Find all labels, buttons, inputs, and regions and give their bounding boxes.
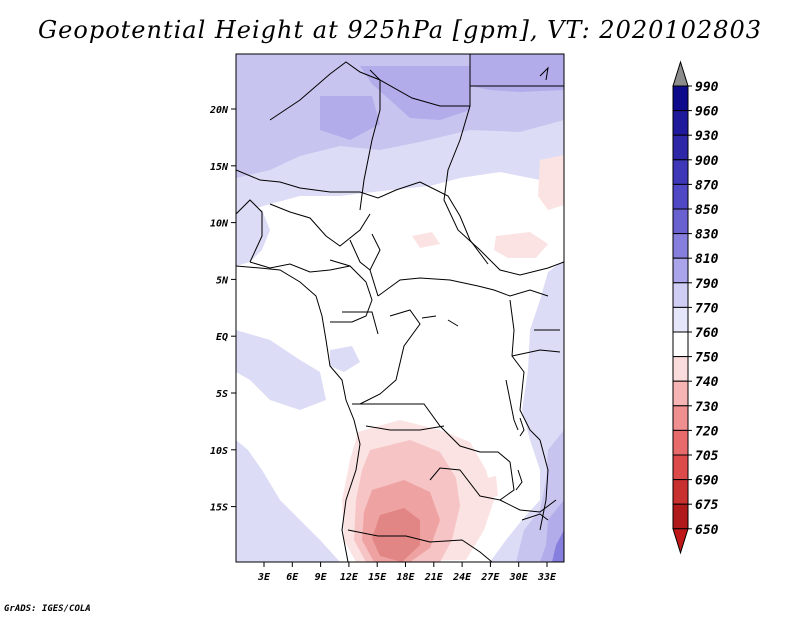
colorbar-level-label: 830 [695,228,719,243]
lon-label: 18E [396,572,415,583]
plot-frame [235,53,565,563]
lon-label: 15E [368,572,387,583]
colorbar-level-label: 990 [695,80,719,95]
lon-label: 21E [424,572,444,583]
colorbar-segment [672,110,689,136]
latitude-axis: 20N 15N 10N 5N EQ 5S 10S 15S [209,105,236,514]
lakes [421,66,549,521]
colorbar-level-label: 850 [695,203,719,218]
colorbar-level-label: 705 [695,449,719,464]
longitude-axis: 3E 6E 9E 12E 15E 18E 21E 24E 27E 30E 33E [257,562,557,583]
field-ne-pink [538,155,564,210]
lat-label: 5S [216,389,228,400]
colorbar-level-label: 675 [695,498,719,513]
lat-label: 15S [210,503,228,514]
colorbar-level-label: 760 [695,326,719,341]
lon-label: 9E [315,572,328,583]
lat-label: 10S [210,446,228,457]
colorbar-segment [672,331,689,358]
colorbar-level-label: 690 [695,474,719,489]
colorbar-level-label: 930 [695,129,719,144]
colorbar-segment [672,380,689,407]
lon-label: 33E [537,572,557,583]
lon-label: 24E [452,572,472,583]
colorbar-level-label: 750 [695,351,719,366]
lat-label: 15N [210,162,229,173]
lon-label: 30E [509,572,529,583]
colorbar-segment [672,306,689,333]
colorbar-top-arrow [672,60,689,87]
lon-label: 12E [340,572,359,583]
colorbar-level-label: 770 [695,301,719,316]
colorbar-level-label: 720 [695,424,719,439]
colorbar-level-label: 740 [695,375,719,390]
grads-credit: GrADS: IGES/COLA [4,604,91,614]
colorbar-level-label: 900 [695,154,719,169]
height-field [236,54,564,562]
colorbar-segment [672,479,689,505]
lat-label: 5N [216,275,229,286]
colorbar: 990 960 930 900 870 850 830 810 790 770 760 750 740 7… [672,60,719,555]
lon-label: 3E [257,572,271,583]
colorbar-level-label: 870 [695,178,719,193]
lat-label: 10N [210,219,229,230]
colorbar-level-label: 790 [695,277,719,292]
colorbar-level-label: 730 [695,400,719,415]
colorbar-level-label: 650 [695,523,719,538]
lon-label: 27E [480,572,500,583]
colorbar-segment [672,503,689,530]
lat-label: 20N [209,105,229,116]
colorbar-segment [672,429,689,456]
colorbar-segment [672,233,689,259]
colorbar-segment [672,134,689,161]
colorbar-bottom-arrow [672,528,689,555]
colorbar-segment [672,405,689,431]
colorbar-level-label: 960 [695,105,719,120]
colorbar-segment [672,257,689,284]
colorbar-segment [672,85,689,112]
colorbar-segment [672,356,689,382]
colorbar-level-label: 810 [695,252,719,267]
map-title: Geopotential Height at 925hPa [gpm], VT:… [38,16,762,44]
country-borders [236,54,564,562]
colorbar-segment [672,159,689,185]
lon-label: 6E [286,572,299,583]
colorbar-segment [672,282,689,308]
colorbar-segment [672,183,689,210]
lat-label: EQ [216,332,228,343]
colorbar-segment [672,454,689,481]
colorbar-segment [672,208,689,235]
